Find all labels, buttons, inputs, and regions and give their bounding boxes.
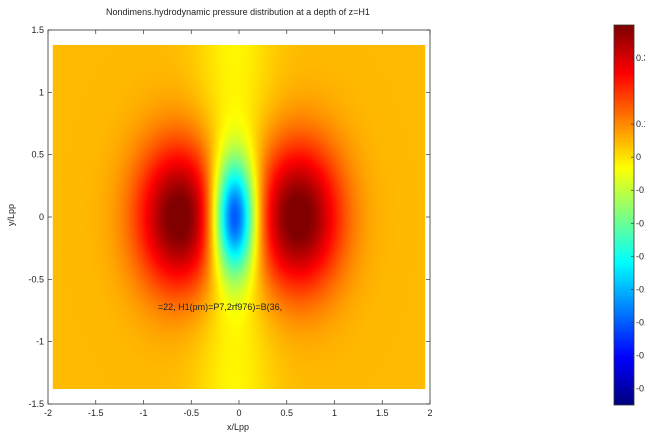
x-axis-label: x/Lpp	[227, 422, 249, 432]
colorbar-ticks: 0.3 0.1 0 -0.1 -0.2 -0.3 -0.4 -0.5 -0.6 -0.7	[631, 53, 645, 393]
x-tick-label: -1	[139, 408, 147, 418]
y-tick-label: -1.5	[28, 399, 44, 409]
x-axis-ticks: -2 -1.5 -1 -0.5 0 0.5 1 1.5 2	[44, 30, 433, 418]
y-axis-label: y/Lpp	[6, 204, 16, 226]
x-tick-label: 2	[427, 408, 432, 418]
colorbar-tick-label: 0	[636, 152, 641, 162]
x-tick-label: 1	[332, 408, 337, 418]
colorbar-tick-label: -0.5	[636, 317, 645, 327]
colorbar: 0.3 0.1 0 -0.1 -0.2 -0.3 -0.4 -0.5 -0.6 -0.7	[613, 24, 645, 406]
x-tick-label: -0.5	[183, 408, 199, 418]
x-tick-label: 0.5	[280, 408, 293, 418]
colorbar-tick-label: -0.4	[636, 284, 645, 294]
colorbar-tick-label: 0.3	[636, 53, 645, 63]
colorbar-tick-label: -0.1	[636, 185, 645, 195]
x-tick-label: 1.5	[376, 408, 389, 418]
colorbar-tick-label: 0.1	[636, 119, 645, 129]
colorbar-tick-label: -0.6	[636, 350, 645, 360]
y-tick-label: 0.5	[31, 150, 44, 160]
y-tick-label: -0.5	[28, 274, 44, 284]
y-axis-ticks: 1.5 1 0.5 0 -0.5 -1 -1.5	[28, 25, 430, 409]
colorbar-tick-label: -0.2	[636, 218, 645, 228]
x-tick-label: -1.5	[88, 408, 104, 418]
plot-area	[52, 44, 426, 390]
x-tick-label: -2	[44, 408, 52, 418]
colorbar-tick-label: -0.7	[636, 383, 645, 393]
y-tick-label: -1	[36, 337, 44, 347]
pressure-field	[52, 44, 426, 390]
colorbar-tick-label: -0.3	[636, 251, 645, 261]
colorbar-frame	[613, 24, 635, 406]
y-tick-label: 1.5	[31, 25, 44, 35]
colorbar-gradient	[614, 25, 634, 405]
y-tick-label: 0	[39, 212, 44, 222]
x-tick-label: 0	[236, 408, 241, 418]
y-tick-label: 1	[39, 87, 44, 97]
plot-annotation: =22, H1(pm)=P7,2rf976)=B(36,	[158, 302, 282, 312]
chart-title: Nondimens.hydrodynamic pressure distribu…	[106, 7, 370, 17]
